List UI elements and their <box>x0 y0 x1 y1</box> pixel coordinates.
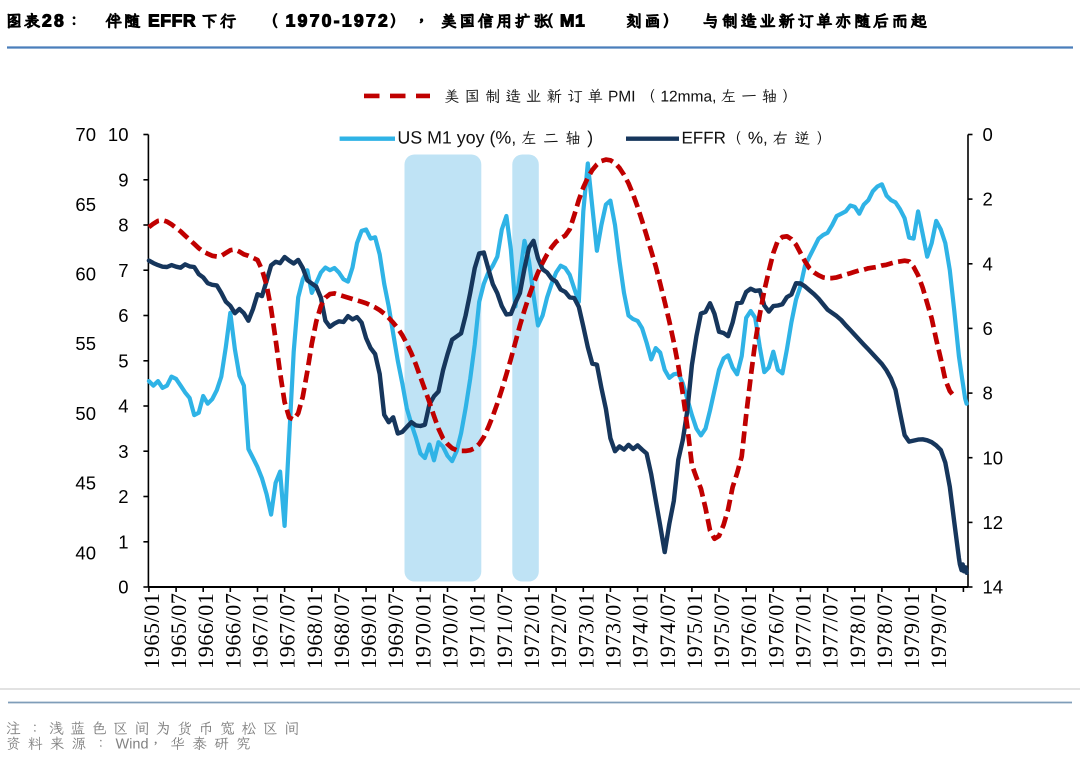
svg-text:1969/01: 1969/01 <box>356 593 381 669</box>
svg-text:1970/07: 1970/07 <box>438 593 463 669</box>
svg-text:1976/07: 1976/07 <box>763 593 788 669</box>
svg-text:4: 4 <box>983 253 993 274</box>
svg-text:1971/07: 1971/07 <box>492 593 517 669</box>
svg-text:1979/07: 1979/07 <box>926 593 951 669</box>
svg-text:50: 50 <box>75 403 96 424</box>
svg-text:70: 70 <box>75 124 96 145</box>
svg-text:1965/01: 1965/01 <box>139 593 164 669</box>
svg-text:1974/01: 1974/01 <box>628 593 653 669</box>
svg-text:1968/01: 1968/01 <box>302 593 327 669</box>
svg-text:12: 12 <box>983 512 1004 533</box>
svg-text:1972/07: 1972/07 <box>546 593 571 669</box>
svg-text:1967/01: 1967/01 <box>248 593 273 669</box>
svg-text:10: 10 <box>108 124 129 145</box>
svg-text:1976/01: 1976/01 <box>736 593 761 669</box>
svg-text:1978/07: 1978/07 <box>872 593 897 669</box>
svg-text:1977/01: 1977/01 <box>791 593 816 669</box>
svg-text:45: 45 <box>75 473 96 494</box>
svg-text:1970/01: 1970/01 <box>410 593 435 669</box>
svg-text:1966/01: 1966/01 <box>193 593 218 669</box>
svg-text:6: 6 <box>118 305 128 326</box>
svg-text:1972/01: 1972/01 <box>519 593 544 669</box>
svg-text:65: 65 <box>75 194 96 215</box>
svg-text:1977/07: 1977/07 <box>818 593 843 669</box>
svg-text:1973/01: 1973/01 <box>573 593 598 669</box>
svg-text:1973/07: 1973/07 <box>600 593 625 669</box>
svg-text:2: 2 <box>983 189 993 210</box>
svg-text:1: 1 <box>118 531 128 552</box>
svg-text:1978/01: 1978/01 <box>845 593 870 669</box>
svg-text:8: 8 <box>118 215 128 236</box>
svg-text:3: 3 <box>118 441 128 462</box>
svg-text:6: 6 <box>983 318 993 339</box>
svg-text:40: 40 <box>75 542 96 563</box>
svg-text:55: 55 <box>75 333 96 354</box>
svg-text:1965/07: 1965/07 <box>166 593 191 669</box>
svg-text:1974/07: 1974/07 <box>655 593 680 669</box>
svg-text:2: 2 <box>118 486 128 507</box>
svg-text:1967/07: 1967/07 <box>275 593 300 669</box>
svg-text:9: 9 <box>118 169 128 190</box>
svg-text:1979/01: 1979/01 <box>899 593 924 669</box>
svg-text:1969/07: 1969/07 <box>383 593 408 669</box>
svg-text:0: 0 <box>118 577 128 598</box>
svg-text:14: 14 <box>983 577 1004 598</box>
svg-text:7: 7 <box>118 260 128 281</box>
svg-text:1966/07: 1966/07 <box>220 593 245 669</box>
svg-text:1975/01: 1975/01 <box>682 593 707 669</box>
svg-text:4: 4 <box>118 396 128 417</box>
svg-text:5: 5 <box>118 350 128 371</box>
svg-text:0: 0 <box>983 124 993 145</box>
svg-text:1975/07: 1975/07 <box>709 593 734 669</box>
svg-text:1971/01: 1971/01 <box>465 593 490 669</box>
svg-text:8: 8 <box>983 383 993 404</box>
svg-text:1968/07: 1968/07 <box>329 593 354 669</box>
svg-text:60: 60 <box>75 264 96 285</box>
svg-text:10: 10 <box>983 447 1004 468</box>
